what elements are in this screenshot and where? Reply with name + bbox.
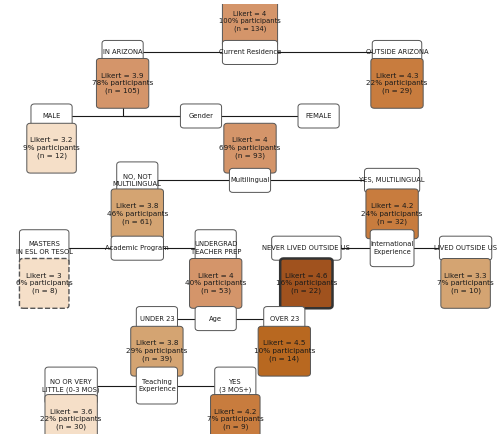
Text: NO OR VERY
LITTLE (0-3 MOS): NO OR VERY LITTLE (0-3 MOS) [42, 378, 100, 392]
Text: FEMALE: FEMALE [306, 113, 332, 119]
Text: Likert = 4
100% participants
(n = 134): Likert = 4 100% participants (n = 134) [219, 11, 281, 32]
FancyBboxPatch shape [258, 326, 310, 376]
FancyBboxPatch shape [214, 367, 256, 404]
Text: Likert = 4
40% participants
(n = 53): Likert = 4 40% participants (n = 53) [185, 272, 246, 294]
Text: UNDER 23: UNDER 23 [140, 316, 174, 321]
Text: Likert = 4.2
7% participants
(n = 9): Likert = 4.2 7% participants (n = 9) [207, 409, 264, 430]
FancyBboxPatch shape [366, 189, 418, 239]
FancyBboxPatch shape [222, 0, 278, 46]
FancyBboxPatch shape [130, 326, 183, 376]
Text: Likert = 3.2
9% participants
(n = 12): Likert = 3.2 9% participants (n = 12) [23, 138, 80, 159]
FancyBboxPatch shape [45, 395, 98, 438]
Text: Likert = 4.6
16% participants
(n = 22): Likert = 4.6 16% participants (n = 22) [276, 272, 337, 294]
Text: UNDERGRAD
TEACHER PREP: UNDERGRAD TEACHER PREP [190, 241, 241, 255]
FancyBboxPatch shape [102, 40, 143, 64]
FancyBboxPatch shape [224, 123, 276, 173]
FancyBboxPatch shape [195, 307, 236, 331]
Text: Academic Program: Academic Program [106, 245, 169, 251]
Text: Likert = 3.8
46% participants
(n = 61): Likert = 3.8 46% participants (n = 61) [106, 203, 168, 225]
Text: Likert = 3.6
22% participants
(n = 30): Likert = 3.6 22% participants (n = 30) [40, 409, 102, 430]
Text: Age: Age [209, 316, 222, 321]
FancyBboxPatch shape [441, 258, 490, 308]
FancyBboxPatch shape [280, 258, 332, 308]
Text: Likert = 3.8
29% participants
(n = 39): Likert = 3.8 29% participants (n = 39) [126, 340, 188, 362]
Text: LIVED OUTSIDE US: LIVED OUTSIDE US [434, 245, 497, 251]
FancyBboxPatch shape [264, 307, 305, 331]
Text: Likert = 4.2
24% participants
(n = 32): Likert = 4.2 24% participants (n = 32) [362, 203, 423, 225]
FancyBboxPatch shape [372, 40, 422, 64]
Text: Current Residence: Current Residence [219, 49, 281, 56]
FancyBboxPatch shape [31, 104, 72, 128]
FancyBboxPatch shape [210, 395, 260, 438]
FancyBboxPatch shape [371, 58, 423, 108]
Text: MALE: MALE [42, 113, 60, 119]
FancyBboxPatch shape [96, 58, 149, 108]
FancyBboxPatch shape [111, 236, 164, 260]
Text: Gender: Gender [188, 113, 214, 119]
FancyBboxPatch shape [440, 236, 492, 260]
Text: OUTSIDE ARIZONA: OUTSIDE ARIZONA [366, 49, 428, 56]
FancyBboxPatch shape [111, 189, 164, 239]
FancyBboxPatch shape [27, 123, 76, 173]
Text: Multilingual: Multilingual [230, 177, 270, 184]
FancyBboxPatch shape [230, 168, 270, 192]
Text: YES
(3 MOS+): YES (3 MOS+) [219, 378, 252, 392]
Text: NEVER LIVED OUTSIDE US: NEVER LIVED OUTSIDE US [262, 245, 350, 251]
FancyBboxPatch shape [20, 230, 69, 267]
Text: MASTERS
IN ESL OR TESOL: MASTERS IN ESL OR TESOL [16, 241, 72, 255]
FancyBboxPatch shape [272, 236, 341, 260]
Text: OVER 23: OVER 23 [270, 316, 299, 321]
Text: Likert = 4
69% participants
(n = 93): Likert = 4 69% participants (n = 93) [220, 138, 280, 159]
FancyBboxPatch shape [20, 258, 69, 308]
Text: Likert = 3
6% participants
(n = 8): Likert = 3 6% participants (n = 8) [16, 272, 72, 294]
FancyBboxPatch shape [190, 258, 242, 308]
Text: Likert = 3.9
78% participants
(n = 105): Likert = 3.9 78% participants (n = 105) [92, 73, 154, 94]
FancyBboxPatch shape [370, 230, 414, 267]
Text: Likert = 3.3
7% participants
(n = 10): Likert = 3.3 7% participants (n = 10) [437, 272, 494, 294]
Text: Likert = 4.3
22% participants
(n = 29): Likert = 4.3 22% participants (n = 29) [366, 73, 428, 94]
FancyBboxPatch shape [45, 367, 98, 404]
FancyBboxPatch shape [116, 162, 158, 199]
FancyBboxPatch shape [298, 104, 339, 128]
FancyBboxPatch shape [364, 168, 420, 192]
FancyBboxPatch shape [136, 367, 177, 404]
Text: International
Experience: International Experience [370, 241, 414, 255]
FancyBboxPatch shape [136, 307, 177, 331]
FancyBboxPatch shape [180, 104, 222, 128]
FancyBboxPatch shape [195, 230, 236, 267]
FancyBboxPatch shape [222, 40, 278, 64]
Text: Teaching
Experience: Teaching Experience [138, 379, 176, 392]
Text: Likert = 4.5
10% participants
(n = 14): Likert = 4.5 10% participants (n = 14) [254, 340, 315, 362]
Text: NO, NOT
MULTILINGUAL: NO, NOT MULTILINGUAL [113, 173, 162, 187]
Text: IN ARIZONA: IN ARIZONA [103, 49, 142, 56]
Text: YES, MULTILINGUAL: YES, MULTILINGUAL [360, 177, 425, 184]
